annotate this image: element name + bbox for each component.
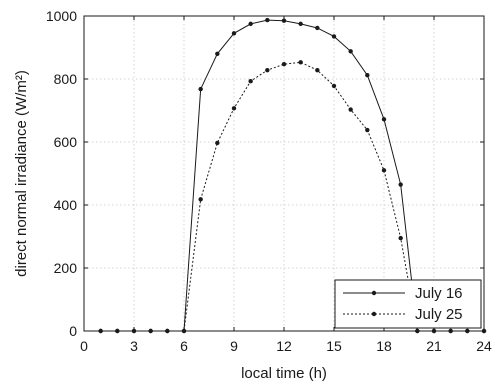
legend: July 16 July 25: [334, 279, 482, 329]
x-tick-label: 6: [180, 338, 188, 354]
data-point: [315, 25, 320, 31]
data-point: [381, 117, 387, 122]
data-point: [215, 51, 220, 56]
data-point: [248, 79, 253, 84]
data-point: [265, 67, 270, 73]
legend-items: July 16 July 25: [343, 285, 463, 323]
x-tick-label: 9: [230, 338, 238, 354]
data-point: [198, 86, 203, 92]
legend-marker: [371, 311, 377, 317]
series-2: [98, 60, 487, 334]
y-tick-label: 200: [54, 260, 78, 276]
x-tick-label: 24: [476, 338, 492, 354]
data-point: [281, 18, 287, 23]
data-point: [298, 21, 303, 27]
data-point: [365, 127, 370, 133]
legend-marker: [371, 290, 377, 296]
legend-box: [334, 279, 482, 329]
y-tick-label: 0: [69, 323, 77, 339]
x-tick-label: 12: [276, 338, 292, 354]
legend-label: July 25: [415, 306, 463, 323]
x-tick-label: 0: [80, 338, 88, 354]
data-point: [265, 17, 270, 23]
x-tick-label: 15: [326, 338, 342, 354]
y-tick-label: 600: [54, 134, 78, 150]
data-point: [381, 168, 387, 173]
legend-label: July 16: [415, 285, 463, 302]
x-axis-label: local time (h): [241, 365, 327, 382]
data-point: [198, 197, 203, 202]
x-tick-label: 21: [426, 338, 442, 354]
data-point: [281, 61, 287, 67]
axis-ticks: 0 3 6 9 12 15 18 21 24 0 200 400 600 800 1000: [46, 8, 492, 354]
y-tick-label: 1000: [46, 8, 77, 24]
legend-item: July 25: [343, 306, 463, 323]
y-tick-label: 400: [54, 197, 78, 213]
data-point: [331, 34, 337, 39]
data-point: [248, 21, 253, 27]
data-point: [331, 83, 337, 89]
data-point: [315, 67, 320, 73]
data-point: [348, 49, 353, 54]
data-point: [398, 182, 403, 187]
x-tick-label: 18: [376, 338, 392, 354]
legend-item: July 16: [343, 285, 463, 302]
data-point: [398, 235, 403, 241]
y-tick-label: 800: [54, 71, 78, 87]
data-point: [365, 73, 370, 78]
data-point: [231, 106, 237, 111]
data-point: [215, 140, 220, 146]
x-tick-label: 3: [130, 338, 138, 354]
y-axis-label: direct normal irradiance (W/m²): [13, 70, 30, 277]
data-point: [298, 60, 303, 65]
data-point: [231, 31, 237, 36]
data-point: [348, 107, 353, 112]
